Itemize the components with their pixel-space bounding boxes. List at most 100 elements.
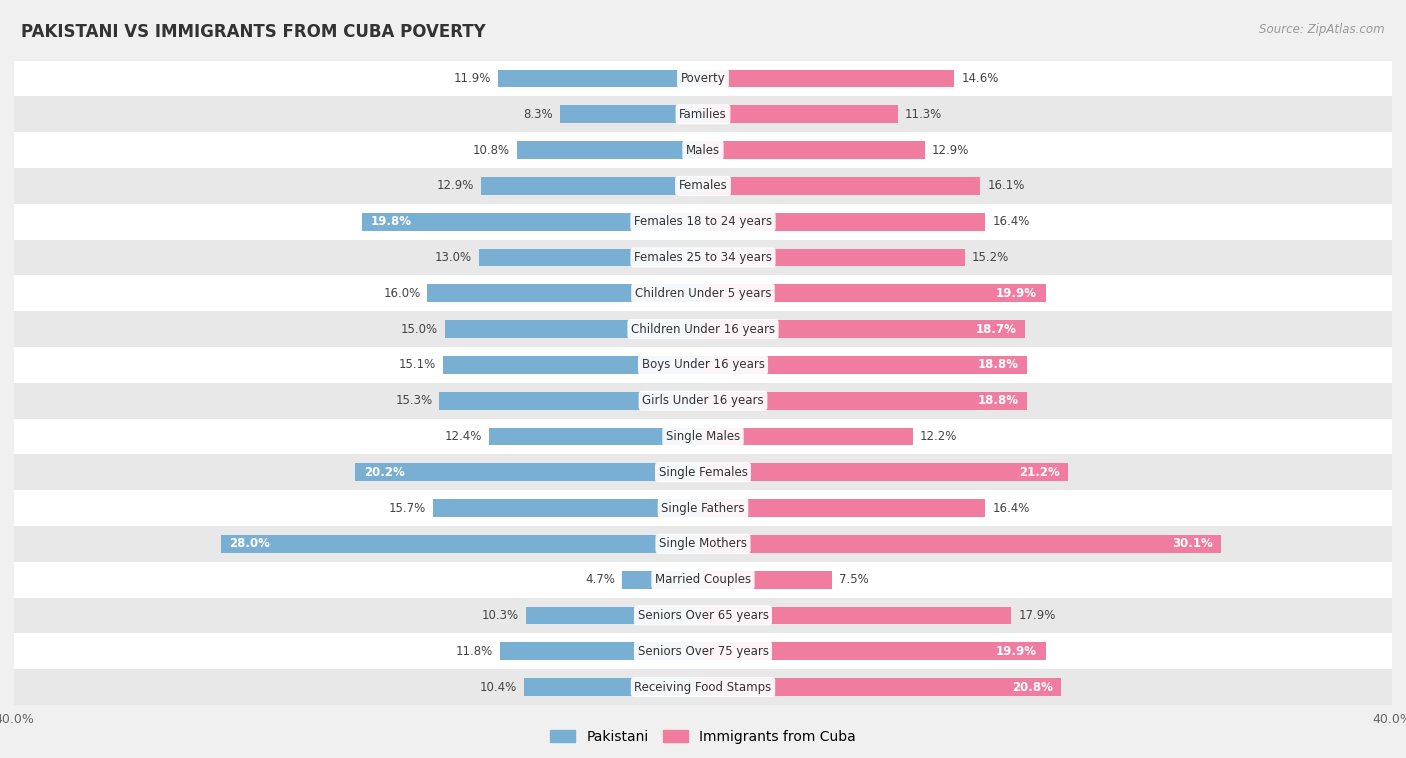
- Bar: [703, 320, 1025, 338]
- Bar: [14, 669, 1392, 705]
- Text: Girls Under 16 years: Girls Under 16 years: [643, 394, 763, 407]
- Bar: [14, 562, 1392, 597]
- Bar: [703, 571, 832, 589]
- Bar: [14, 132, 1392, 168]
- Bar: [356, 463, 703, 481]
- Bar: [221, 535, 703, 553]
- Bar: [479, 249, 703, 267]
- Text: 30.1%: 30.1%: [1173, 537, 1213, 550]
- Text: Females: Females: [679, 180, 727, 193]
- Text: Families: Families: [679, 108, 727, 121]
- Bar: [14, 312, 1392, 347]
- Bar: [14, 168, 1392, 204]
- Bar: [489, 428, 703, 446]
- Bar: [433, 499, 703, 517]
- Text: 18.8%: 18.8%: [977, 359, 1018, 371]
- Text: Single Males: Single Males: [666, 430, 740, 443]
- Text: 10.3%: 10.3%: [482, 609, 519, 622]
- Bar: [14, 204, 1392, 240]
- Text: Single Fathers: Single Fathers: [661, 502, 745, 515]
- Text: Females 18 to 24 years: Females 18 to 24 years: [634, 215, 772, 228]
- Text: 16.4%: 16.4%: [993, 502, 1029, 515]
- Text: 15.1%: 15.1%: [399, 359, 436, 371]
- Bar: [440, 392, 703, 409]
- Bar: [14, 490, 1392, 526]
- Bar: [703, 678, 1062, 696]
- Text: 12.2%: 12.2%: [920, 430, 957, 443]
- Text: 28.0%: 28.0%: [229, 537, 270, 550]
- Bar: [703, 284, 1046, 302]
- Bar: [703, 249, 965, 267]
- Text: Receiving Food Stamps: Receiving Food Stamps: [634, 681, 772, 694]
- Bar: [703, 428, 912, 446]
- Bar: [703, 141, 925, 159]
- Text: PAKISTANI VS IMMIGRANTS FROM CUBA POVERTY: PAKISTANI VS IMMIGRANTS FROM CUBA POVERT…: [21, 23, 486, 41]
- Text: 15.0%: 15.0%: [401, 323, 437, 336]
- Bar: [524, 678, 703, 696]
- Bar: [14, 240, 1392, 275]
- Bar: [560, 105, 703, 124]
- Bar: [14, 526, 1392, 562]
- Text: 19.9%: 19.9%: [995, 287, 1038, 300]
- Bar: [443, 356, 703, 374]
- Text: Males: Males: [686, 143, 720, 157]
- Bar: [703, 463, 1069, 481]
- Text: Married Couples: Married Couples: [655, 573, 751, 586]
- Text: Children Under 5 years: Children Under 5 years: [634, 287, 772, 300]
- Bar: [14, 597, 1392, 634]
- Text: Single Mothers: Single Mothers: [659, 537, 747, 550]
- Bar: [703, 606, 1011, 625]
- Text: Single Females: Single Females: [658, 465, 748, 479]
- Text: 4.7%: 4.7%: [585, 573, 616, 586]
- Text: 15.3%: 15.3%: [395, 394, 433, 407]
- Text: 12.4%: 12.4%: [446, 430, 482, 443]
- Text: Boys Under 16 years: Boys Under 16 years: [641, 359, 765, 371]
- Text: Females 25 to 34 years: Females 25 to 34 years: [634, 251, 772, 264]
- Text: Seniors Over 75 years: Seniors Over 75 years: [637, 645, 769, 658]
- Text: 19.9%: 19.9%: [995, 645, 1038, 658]
- Bar: [703, 177, 980, 195]
- Text: 16.1%: 16.1%: [987, 180, 1025, 193]
- Bar: [14, 61, 1392, 96]
- Text: 18.8%: 18.8%: [977, 394, 1018, 407]
- Text: Poverty: Poverty: [681, 72, 725, 85]
- Bar: [14, 634, 1392, 669]
- Text: 11.8%: 11.8%: [456, 645, 494, 658]
- Bar: [14, 275, 1392, 312]
- Text: 20.8%: 20.8%: [1012, 681, 1053, 694]
- Bar: [703, 213, 986, 230]
- Text: 10.8%: 10.8%: [472, 143, 510, 157]
- Bar: [499, 642, 703, 660]
- Text: 17.9%: 17.9%: [1018, 609, 1056, 622]
- Bar: [14, 418, 1392, 454]
- Text: Children Under 16 years: Children Under 16 years: [631, 323, 775, 336]
- Bar: [703, 535, 1222, 553]
- Bar: [703, 70, 955, 87]
- Bar: [14, 347, 1392, 383]
- Bar: [14, 383, 1392, 418]
- Legend: Pakistani, Immigrants from Cuba: Pakistani, Immigrants from Cuba: [546, 725, 860, 750]
- Bar: [14, 96, 1392, 132]
- Bar: [498, 70, 703, 87]
- Bar: [427, 284, 703, 302]
- Text: 7.5%: 7.5%: [839, 573, 869, 586]
- Text: 12.9%: 12.9%: [436, 180, 474, 193]
- Text: 19.8%: 19.8%: [371, 215, 412, 228]
- Text: 16.0%: 16.0%: [384, 287, 420, 300]
- Text: 12.9%: 12.9%: [932, 143, 970, 157]
- Text: 21.2%: 21.2%: [1019, 465, 1060, 479]
- Bar: [703, 105, 897, 124]
- Bar: [444, 320, 703, 338]
- Text: 18.7%: 18.7%: [976, 323, 1017, 336]
- Text: 20.2%: 20.2%: [364, 465, 405, 479]
- Text: 14.6%: 14.6%: [962, 72, 998, 85]
- Text: 10.4%: 10.4%: [479, 681, 517, 694]
- Text: Source: ZipAtlas.com: Source: ZipAtlas.com: [1260, 23, 1385, 36]
- Text: 15.7%: 15.7%: [388, 502, 426, 515]
- Text: 15.2%: 15.2%: [972, 251, 1010, 264]
- Bar: [361, 213, 703, 230]
- Bar: [703, 392, 1026, 409]
- Bar: [517, 141, 703, 159]
- Bar: [703, 642, 1046, 660]
- Bar: [481, 177, 703, 195]
